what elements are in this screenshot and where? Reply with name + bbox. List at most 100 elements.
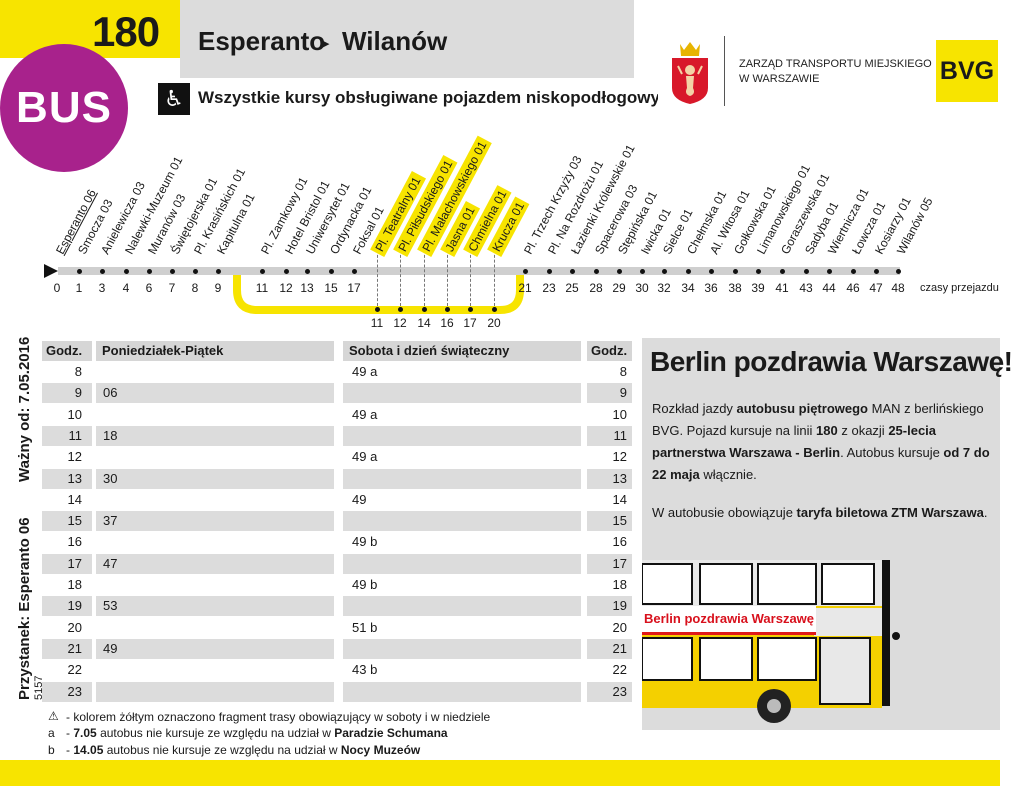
stop-dot bbox=[523, 269, 528, 274]
line-number: 180 bbox=[92, 8, 160, 55]
stop-time: 47 bbox=[869, 281, 883, 295]
row-band bbox=[42, 511, 92, 532]
row-band bbox=[343, 638, 581, 659]
stop-time: 38 bbox=[728, 281, 742, 295]
hour-cell-right: 21 bbox=[612, 640, 627, 656]
stop-time: 48 bbox=[891, 281, 905, 295]
route-bar bbox=[180, 0, 634, 78]
hour-cell-left: 18 bbox=[67, 577, 82, 592]
stop-time: 34 bbox=[681, 281, 695, 295]
wheelchair-icon: ♿ bbox=[158, 83, 190, 115]
hour-cell-right: 15 bbox=[612, 513, 627, 529]
row-band bbox=[96, 553, 334, 574]
weekend-stop-guide bbox=[377, 250, 378, 306]
row-band bbox=[42, 425, 92, 446]
hour-cell-left: 10 bbox=[67, 406, 82, 422]
hour-cell-right: 20 bbox=[612, 619, 627, 635]
weekday-header: Poniedziałek-Piątek bbox=[96, 341, 334, 361]
route-start-arrow-icon bbox=[44, 264, 58, 278]
hour-cell-left: 12 bbox=[67, 449, 82, 465]
stop-dot bbox=[77, 269, 82, 274]
hour-header-left-text: Godz. bbox=[46, 343, 83, 358]
row-band bbox=[343, 596, 581, 617]
weekend-stop-time: 17 bbox=[463, 316, 477, 330]
stop-dot bbox=[547, 269, 552, 274]
double-decker-bus-illustration bbox=[642, 560, 900, 723]
row-band bbox=[96, 425, 334, 446]
weekday-header-text: Poniedziałek-Piątek bbox=[102, 343, 224, 358]
row-band bbox=[587, 681, 632, 702]
info-text-run: . bbox=[983, 505, 988, 520]
weekday-departures: 06 bbox=[103, 385, 118, 401]
stop-time: 44 bbox=[822, 281, 836, 295]
weekend-header: Sobota i dzień świąteczny bbox=[343, 341, 581, 361]
info-text-run: . Autobus kursuje bbox=[840, 445, 944, 460]
stop-time: 39 bbox=[751, 281, 765, 295]
info-text-run: 25-lecia partnerstwa Warszawa - Berlin bbox=[652, 423, 937, 460]
weekend-stop-guide bbox=[447, 250, 448, 306]
route-arrow-icon: ▸ bbox=[322, 35, 330, 52]
lowfloor-note: Wszystkie kursy obsługiwane pojazdem nis… bbox=[198, 88, 676, 107]
row-band bbox=[343, 383, 581, 404]
footnote-b-prefix: - bbox=[66, 743, 74, 757]
hour-cell-left: 17 bbox=[67, 555, 82, 571]
weekday-departures: 49 bbox=[103, 640, 118, 656]
stop-dot bbox=[147, 269, 152, 274]
stop-dot bbox=[193, 269, 198, 274]
hour-cell-left: 9 bbox=[74, 385, 82, 401]
stop-time: 12 bbox=[279, 281, 293, 295]
info-text-run: Rozkład jazdy bbox=[652, 401, 737, 416]
weekday-departures: 18 bbox=[103, 427, 118, 443]
stop-dot bbox=[284, 269, 289, 274]
weekend-stop-guide bbox=[400, 250, 401, 306]
stop-dot bbox=[733, 269, 738, 274]
footnote-b-event: Nocy Muzeów bbox=[340, 743, 421, 757]
info-text-run: W autobusie obowiązuje bbox=[652, 505, 797, 520]
row-band bbox=[42, 553, 92, 574]
stop-dot bbox=[305, 269, 310, 274]
header-yellow-band bbox=[0, 0, 180, 58]
row-band bbox=[42, 638, 92, 659]
hour-cell-left: 11 bbox=[68, 427, 83, 443]
footnote-a-prefix: - bbox=[66, 726, 74, 740]
stop-time: 1 bbox=[75, 281, 83, 295]
bottom-yellow-bar bbox=[0, 760, 1000, 786]
stop-time: 4 bbox=[122, 281, 130, 295]
stop-dot bbox=[329, 269, 334, 274]
hour-cell-left: 15 bbox=[67, 513, 82, 529]
weekend-stop-guide bbox=[470, 250, 471, 306]
stop-time: 17 bbox=[347, 281, 361, 295]
row-band bbox=[42, 681, 92, 702]
bus-destination-banner: Berlin pozdrawia Warszawę bbox=[642, 606, 816, 635]
weekend-stop-guide bbox=[494, 250, 495, 306]
stop-time: 8 bbox=[191, 281, 199, 295]
stop-dot bbox=[617, 269, 622, 274]
row-band bbox=[343, 511, 581, 532]
weekend-stop-guide bbox=[424, 250, 425, 306]
warsaw-crest-icon bbox=[672, 42, 708, 104]
hour-cell-left: 21 bbox=[67, 640, 82, 656]
row-band bbox=[42, 383, 92, 404]
stop-label: Przystanek: Esperanto 06 bbox=[16, 517, 33, 700]
row-band bbox=[96, 511, 334, 532]
bus-mode-badge: BUS bbox=[0, 44, 128, 172]
weekday-departures: 30 bbox=[103, 470, 118, 486]
hour-cell-left: 8 bbox=[74, 364, 82, 379]
stop-dot bbox=[216, 269, 221, 274]
row-band bbox=[96, 596, 334, 617]
hour-cell-left: 22 bbox=[67, 662, 82, 678]
hour-cell-right: 10 bbox=[612, 406, 627, 422]
info-text-run: z okazji bbox=[837, 423, 889, 438]
weekend-stop-dot bbox=[492, 307, 497, 312]
stop-dot bbox=[352, 269, 357, 274]
travel-times-label: czasy przejazdu bbox=[920, 282, 999, 294]
row-band bbox=[587, 383, 632, 404]
weekday-departures: 47 bbox=[103, 555, 118, 571]
info-paragraph-1: Rozkład jazdy autobusu piętrowego MAN z … bbox=[652, 398, 992, 486]
stop-dot bbox=[756, 269, 761, 274]
stop-dot bbox=[570, 269, 575, 274]
stop-time: 30 bbox=[635, 281, 649, 295]
bvg-logo: BVG bbox=[936, 40, 998, 102]
stop-dot bbox=[640, 269, 645, 274]
weekend-header-text: Sobota i dzień świąteczny bbox=[349, 343, 510, 358]
